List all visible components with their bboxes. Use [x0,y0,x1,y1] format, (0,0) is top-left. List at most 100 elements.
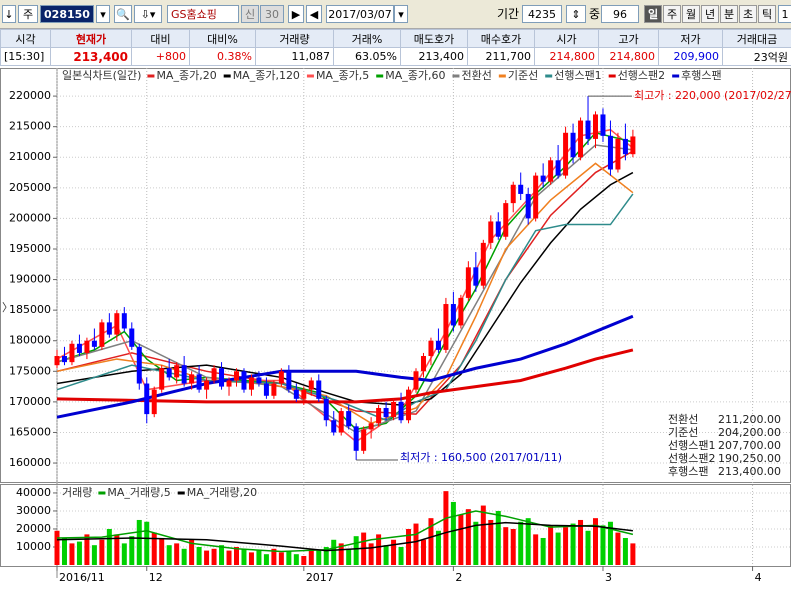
volume-bar [248,552,254,565]
tab-number[interactable]: 1 [778,5,791,23]
candle-body [256,377,262,384]
indicator-line [56,171,634,406]
period-tab[interactable]: 초 [739,5,757,23]
candle-body [263,383,269,396]
candle-body [91,340,97,347]
volume-bar [540,537,546,565]
volume-bar [241,548,247,565]
candle-body [600,114,606,136]
y-tick-label: 205000 [9,181,51,194]
info-value: 213,400.00 [718,465,781,478]
candle-body [159,368,165,390]
legend-swatch [545,74,553,78]
candle-body [383,407,389,418]
period-tab[interactable]: 월 [682,5,700,23]
volume-bar [510,528,516,565]
info-value: 190,250.00 [718,452,781,465]
volume-bar [607,521,613,565]
volume-bar [495,510,501,565]
quote-value: 23억원 [722,47,791,66]
info-value: 211,200.00 [718,413,781,426]
candle-body [570,132,576,158]
candle-body [525,193,531,219]
period-input[interactable]: 4235 [522,5,562,23]
volume-bar [204,550,210,565]
candle-body [151,389,157,415]
candle-body [555,160,561,176]
quote-header: 대비 [131,29,190,48]
volume-bar [308,548,314,565]
x-tick-label: 2016/11 [59,571,105,584]
period-tab[interactable]: 분 [720,5,738,23]
volume-bar [69,543,75,565]
candle-body [443,304,449,350]
period-tab[interactable]: 일 [644,5,662,23]
candle-body [271,383,277,396]
volume-bar [316,550,322,565]
candle-body [622,138,628,155]
quote-value: 11,087 [255,47,334,66]
volume-bar [406,528,412,565]
candle-body [136,346,142,384]
dropdown[interactable]: ▾ [96,5,110,23]
quote-header: 현재가 [50,29,132,48]
dropdown[interactable]: ▾ [394,5,408,23]
code-input[interactable]: 028150 [40,5,94,23]
period-tab[interactable]: 틱 [758,5,776,23]
legend-swatch [498,74,506,78]
legend-label: MA_종가,5 [316,69,369,82]
candle-body [518,184,524,194]
volume-bar [391,539,397,565]
volume-bar [211,548,217,565]
volume-bar [443,491,449,565]
y-tick-label: 215000 [9,120,51,133]
volume-bar [458,514,464,565]
volume-bar [398,546,404,565]
play[interactable]: ▶ [288,5,304,23]
y-tick-label: 220000 [9,89,51,102]
y-tick-label: 20000 [16,522,51,535]
legend-title: 거래량 [62,486,92,499]
stock-name: GS홈쇼핑 [167,5,239,23]
volume-bar [76,541,82,565]
candle-body [106,322,112,335]
candle-body [99,322,105,347]
period-tab[interactable]: 주 [663,5,681,23]
search[interactable]: 🔍 [114,5,132,23]
toolbar: ↓ 주 028150 ▾ 🔍 ⇩▾ GS홈쇼핑 신 30 ▶ ◀ 2017/03… [0,0,791,29]
candle-body [540,175,546,182]
volume-bar [91,545,97,565]
indicator-line [56,521,633,552]
quote-header: 시각 [0,29,51,48]
candle-body [607,135,613,170]
volume-bar [383,545,389,565]
date-input[interactable]: 2017/03/07 [326,5,394,23]
candle-body [226,380,232,387]
legend-swatch [376,74,384,78]
back[interactable]: ◀ [306,5,322,23]
y-tick-label: 40000 [16,486,51,499]
candle-body [54,356,60,366]
volume-bar [585,530,591,565]
arrow-button[interactable]: ↓ [2,5,16,23]
candle-body [69,343,75,363]
quote-value: 209,900 [658,47,723,66]
spin[interactable]: ⇕ [566,5,586,23]
candle-body [458,297,464,326]
sort[interactable]: ⇩▾ [134,5,162,23]
candle-body [510,184,516,204]
period-tab[interactable]: 년 [701,5,719,23]
chart: 〉 2016/11 12 2017 2 3 4 160000 165000 170000 17500… [0,68,791,584]
candle-body [615,138,621,170]
candle-body [368,423,374,430]
candle-body [323,398,329,421]
volume-bar [338,543,344,565]
legend-swatch [452,74,460,78]
candle-body [428,340,434,357]
volume-bar [450,501,456,565]
mid-input[interactable]: 96 [601,5,639,23]
info-label: 기준선 [668,426,698,439]
market[interactable]: 주 [18,5,38,23]
quote-table: 시각 현재가 대비 대비% 거래량 거래% 매도호가 매수호가 시가 고가 저가 거래대금 [15:3… [0,29,791,66]
